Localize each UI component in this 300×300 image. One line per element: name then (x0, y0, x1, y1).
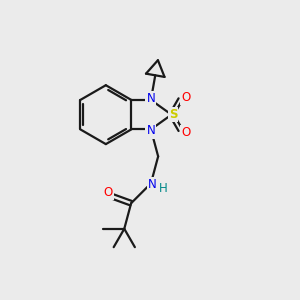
Text: O: O (181, 91, 190, 103)
Text: N: N (148, 178, 157, 191)
Text: N: N (146, 92, 155, 105)
Text: S: S (169, 108, 177, 121)
Text: N: N (146, 124, 155, 137)
Text: O: O (103, 186, 113, 199)
Text: O: O (181, 126, 190, 139)
Text: H: H (159, 182, 168, 195)
